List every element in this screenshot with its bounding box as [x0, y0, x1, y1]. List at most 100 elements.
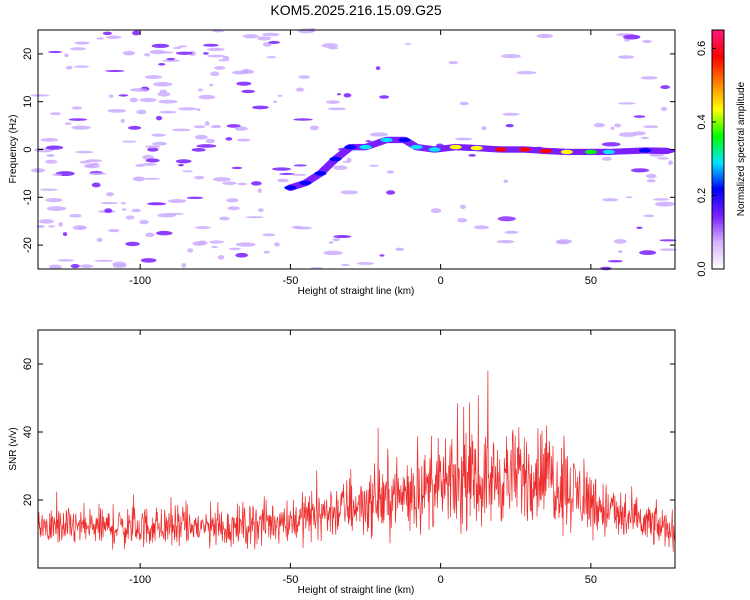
spectrogram-noise-blob [49, 112, 62, 116]
spectrogram-trace-point [602, 149, 615, 155]
spectrogram-noise-blob [328, 46, 339, 50]
spectrogram-noise-blob [321, 43, 339, 48]
spectrogram-noise-blob [151, 133, 166, 137]
spectrogram-x-tick-label: -100 [129, 275, 151, 287]
spectrogram-noise-blob [108, 94, 114, 98]
spectrogram-noise-blob [646, 179, 656, 183]
spectrogram-noise-blob [106, 35, 122, 40]
spectrogram-noise-blob [234, 126, 248, 131]
spectrogram-noise-blob [187, 248, 194, 253]
spectrogram-noise-blob [177, 45, 188, 48]
spectrogram-noise-blob [52, 173, 63, 176]
spectrogram-noise-blob [556, 239, 573, 244]
snr-y-tick-label: 60 [22, 358, 34, 370]
spectrogram-noise-blob [167, 199, 187, 204]
spectrogram-noise-blob [198, 94, 216, 100]
spectrogram-trace-point [584, 149, 597, 155]
spectrogram-noise-blob [630, 168, 650, 173]
spectrogram-noise-blob [45, 159, 58, 164]
spectrogram-noise-blob [208, 83, 214, 87]
spectrogram-noise-blob [459, 101, 469, 106]
spectrogram-noise-blob [660, 85, 670, 90]
spectrogram-noise-blob [75, 150, 94, 154]
spectrogram-noise-blob [74, 41, 90, 45]
spectrogram-noise-blob [454, 137, 473, 141]
spectrogram-noise-blob [157, 91, 171, 97]
spectrogram-y-tick-label: -20 [22, 237, 34, 253]
spectrogram-noise-blob [309, 125, 319, 131]
spectrogram-noise-blob [474, 225, 490, 230]
spectrogram-trace-point [359, 144, 372, 150]
snr-y-ticks: 20 40 60 [22, 358, 675, 506]
spectrogram-noise-blob [197, 88, 203, 92]
spectrogram-noise-blob [36, 225, 46, 228]
spectrogram-noise-blob [395, 247, 405, 252]
spectrogram-noise-blob [210, 124, 222, 129]
spectrogram-noise-blob [333, 165, 348, 171]
spectrogram-noise-blob [146, 202, 167, 206]
spectrogram-noise-blob [636, 226, 643, 229]
spectrogram-noise-blob [112, 263, 127, 268]
spectrogram-noise-blob [614, 123, 622, 128]
spectrogram-noise-blob [226, 124, 241, 128]
spectrogram-noise-blob [277, 178, 289, 183]
spectrogram-noise-blob [459, 204, 466, 210]
colorbar-tick-label: 0.4 [696, 114, 708, 129]
spectrogram-noise-blob [228, 247, 241, 251]
spectrogram-noise-blob [342, 160, 351, 163]
spectrogram-noise-blob [656, 157, 669, 160]
spectrogram-noise-blob [162, 59, 180, 62]
colorbar: 0.0 0.2 0.4 0.6 Normalized spectral amplitu… [696, 29, 747, 277]
spectrogram-noise-blob [501, 54, 522, 59]
spectrogram-noise-blob [235, 252, 248, 258]
spectrogram-noise-blob [194, 226, 211, 229]
spectrogram-y-ticks: -20 -10 0 10 20 [22, 48, 675, 253]
spectrogram-noise-blob [48, 50, 63, 54]
spectrogram-noise-blob [62, 232, 68, 237]
spectrogram-trace-point [518, 147, 531, 152]
spectrogram-noise-blob [293, 164, 307, 167]
spectrogram-noise-blob [204, 121, 210, 126]
spectrogram-noise-blob [149, 49, 166, 55]
spectrogram-noise-blob [291, 225, 303, 229]
spectrogram-noise-blob [166, 57, 176, 61]
spectrogram-noise-blob [145, 145, 161, 149]
spectrogram-noise-blob [272, 100, 278, 103]
spectrogram-noise-blob [211, 245, 219, 249]
spectrogram-x-tick-label: 50 [585, 275, 597, 287]
spectrogram-noise-blob [273, 242, 280, 247]
spectrogram-noise-blob [613, 239, 627, 244]
spectrogram-noise-blob [91, 182, 101, 188]
spectrogram-noise-blob [129, 88, 148, 92]
spectrogram-noise-blob [64, 53, 69, 58]
spectrogram-noise-blob [292, 173, 307, 176]
spectrogram-noise-blob [448, 60, 459, 65]
spectrogram-noise-blob [171, 128, 192, 132]
spectrogram-noise-blob [496, 239, 515, 244]
spectrogram-trace-point [344, 144, 357, 150]
spectrogram-noise-blob [336, 93, 341, 96]
snr-x-label: Height of straight line (km) [298, 585, 415, 596]
spectrogram-noise-blob [79, 160, 91, 164]
spectrogram-noise-blob [141, 162, 158, 166]
spectrogram-noise-blob [121, 140, 137, 143]
spectrogram-noise-blob [100, 201, 119, 205]
spectrogram-noise-blob [151, 43, 170, 48]
spectrogram-noise-blob [159, 110, 177, 114]
spectrogram-noise-blob [343, 93, 352, 98]
spectrogram-noise-blob [618, 250, 623, 253]
spectrogram-noise-blob [601, 156, 612, 161]
spectrogram-noise-blob [194, 134, 208, 140]
spectrogram-noise-blob [181, 262, 187, 268]
spectrogram-noise-blob [64, 122, 72, 126]
spectrogram-noise-blob [193, 125, 206, 129]
spectrogram-noise-blob [645, 173, 657, 179]
spectrogram-noise-blob [207, 54, 225, 58]
spectrogram-noise-blob [375, 66, 381, 71]
spectrogram-noise-blob [333, 235, 352, 239]
snr-x-tick-label: -100 [129, 574, 151, 586]
spectrogram-noise-blob [178, 163, 184, 167]
spectrogram-noise-blob [65, 65, 73, 70]
spectrogram-noise-blob [155, 230, 173, 236]
spectrogram-trace-point [428, 147, 441, 152]
